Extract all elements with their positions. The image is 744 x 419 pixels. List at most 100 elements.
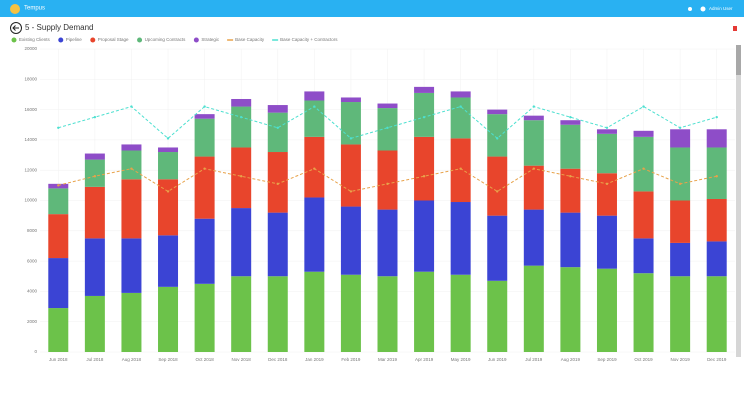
bar-segment [158,147,179,153]
bar-segment [670,129,691,148]
logo [10,4,20,14]
bar-segment [487,109,508,115]
line-point [422,175,426,178]
export-icon[interactable] [733,26,737,31]
x-tick-label: Mar 2019 [378,357,398,362]
bar-segment [706,241,727,277]
line-point [203,105,206,108]
x-tick-label: Jun 2019 [488,357,507,362]
line-point [313,105,316,108]
bar-segment [670,276,691,352]
settings-icon[interactable] [688,7,692,11]
line-point [642,105,645,108]
x-tick-label: Oct 2019 [634,357,653,362]
y-tick-label: 8000 [27,228,38,233]
line-point [715,115,718,119]
x-tick-label: Feb 2019 [341,357,361,362]
x-tick-label: May 2019 [451,357,471,362]
bar-segment [414,200,435,272]
bar-segment [450,91,471,98]
bar-segment [596,215,617,269]
x-tick-label: Sep 2018 [158,357,178,362]
line-point [166,137,170,140]
x-tick-label: Aug 2018 [122,357,142,362]
bar-segment [706,147,727,199]
bar-segment [84,295,105,352]
x-tick-label: Aug 2019 [561,357,581,362]
x-tick-label: Jun 2018 [49,357,68,362]
scroll-thumb[interactable] [736,45,741,75]
bar-segment [340,274,361,352]
bar-segment [414,92,435,137]
bar-segment [596,129,617,134]
bar-segment [487,114,508,157]
legend-label[interactable]: Base Capacity + Contractors [280,37,338,42]
bar-segment [450,202,471,275]
bar-segment [487,280,508,352]
bar-segment [340,102,361,145]
bar-segment [670,242,691,277]
bar-segment [596,268,617,352]
x-tick-label: Jan 2019 [305,357,324,362]
bar-segment [158,286,179,352]
bar-segment [633,273,654,352]
bar-segment [231,98,252,107]
legend-label[interactable]: Proposal Stage [98,37,129,42]
legend-label[interactable]: Pipeline [66,37,83,42]
bar-segment [523,120,544,166]
x-tick-label: Oct 2018 [195,357,214,362]
user-icon[interactable] [700,6,706,12]
bar-segment [84,238,105,296]
bar-segment [194,114,215,119]
bar-segment [450,97,471,139]
bar-segment [414,86,435,93]
legend-swatch [137,37,143,43]
line-point [715,175,718,178]
line-point [130,105,133,108]
bar-segment [304,197,325,272]
legend-label[interactable]: Strategic [201,37,220,42]
line-point [605,126,609,129]
back-button[interactable] [10,22,22,34]
bar-segment [267,112,288,153]
y-tick-label: 16000 [24,107,37,112]
bar-segment [670,200,691,243]
back-arrow [12,25,19,31]
line-point [386,182,389,186]
x-tick-label: Jul 2018 [86,357,104,362]
line-point [459,167,462,170]
line-point [276,126,279,129]
line-point [496,137,499,140]
line-point [57,126,60,129]
line-point [239,115,243,119]
bar-segment [267,212,288,277]
bar-segment [84,159,105,187]
line-point [678,126,682,129]
bar-segment [377,108,398,151]
y-tick-label: 2000 [27,319,38,324]
line-point [349,137,353,140]
line-point [532,105,536,108]
bar-segment [48,308,69,352]
user-name[interactable]: Admin User [709,6,733,11]
bar-segment [121,179,142,239]
legend-label[interactable]: Upcoming Contracts [145,37,187,42]
bar-segment [560,267,581,352]
line-point [496,190,499,193]
legend-label[interactable]: Base Capacity [235,37,265,42]
bar-segment [304,136,325,198]
bar-segment [523,115,544,121]
bar-segment [450,274,471,352]
bar-segment [487,156,508,216]
line-point [569,115,572,119]
bar-segment [158,179,179,236]
line-point [569,175,572,178]
legend-label[interactable]: Existing Clients [19,37,51,42]
bar-segment [377,150,398,210]
bar-segment [194,118,215,157]
legend-swatch [58,37,64,43]
bar-segment [231,147,252,209]
bar-segment [158,152,179,180]
